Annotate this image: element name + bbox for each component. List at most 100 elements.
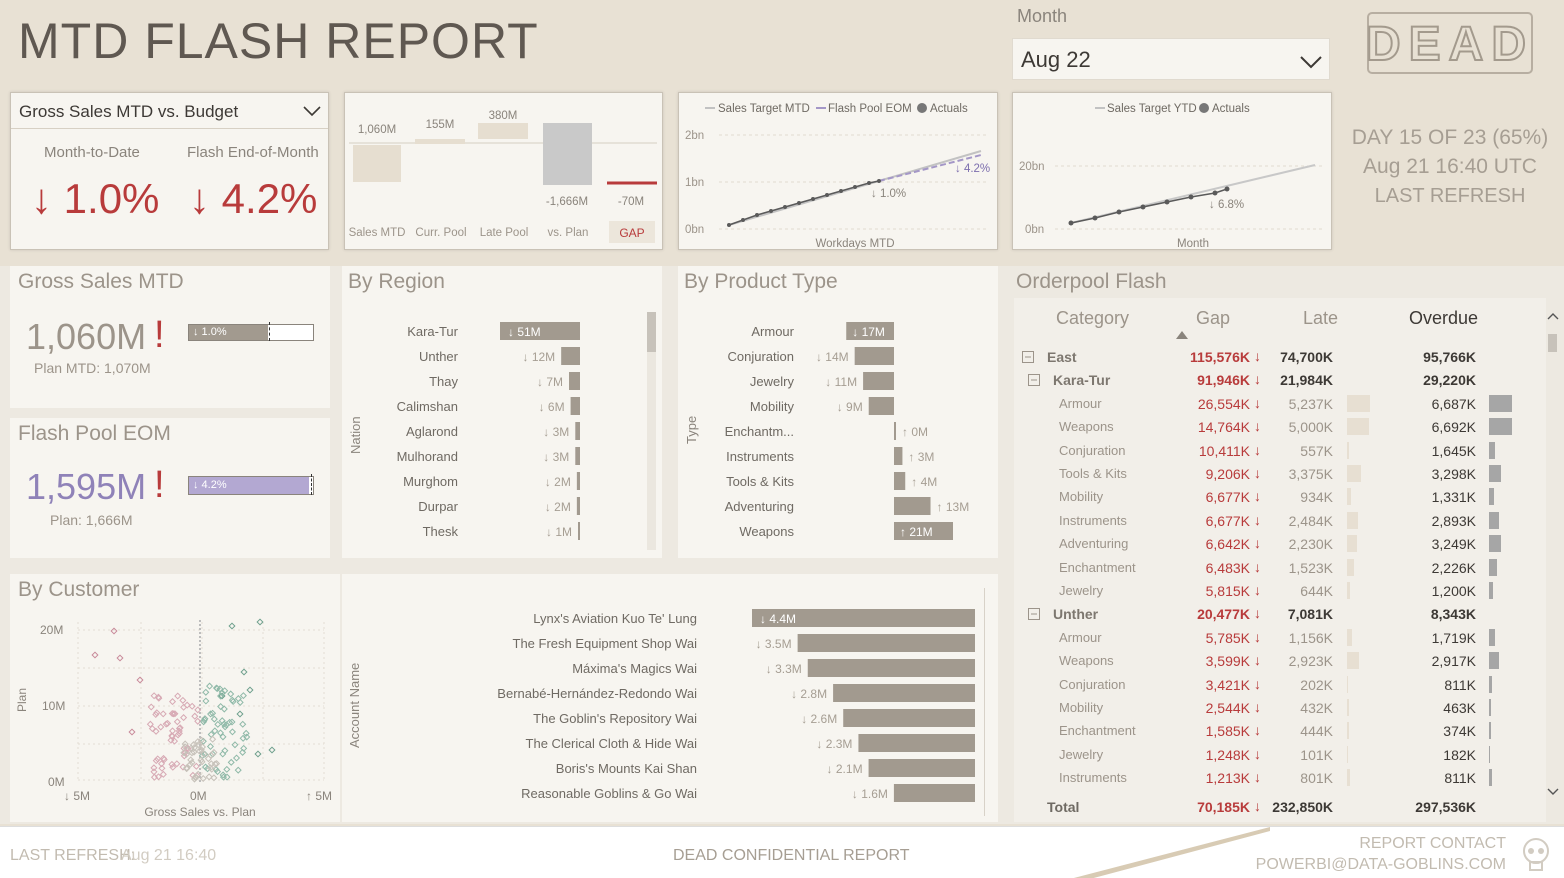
scatter-ylabel: Plan [15, 688, 29, 712]
by-region-title: By Region [348, 270, 445, 293]
down-arrow-icon: ↓ [1254, 394, 1261, 411]
region-bar [575, 422, 580, 440]
ytick-2bn: 2bn [685, 130, 704, 142]
ytick-1bn: 1bn [685, 177, 704, 189]
account-name-label: The Clerical Cloth & Hide Wai [526, 736, 698, 751]
col-gap[interactable]: Gap [1196, 308, 1231, 328]
kpi-measure-dropdown[interactable]: Gross Sales MTD vs. Budget [11, 93, 328, 129]
scatter-point [242, 729, 250, 737]
collapse-icon[interactable] [1028, 374, 1040, 387]
sort-asc-icon[interactable] [1176, 331, 1188, 339]
scatter-point [197, 756, 205, 764]
down-arrow-icon: ↓ [1254, 558, 1261, 575]
table-row: Conjuration 10,411K ↓ 557K 1,645K [1014, 439, 1544, 462]
late-bar [1347, 511, 1358, 529]
wf-label-4: -70M [618, 196, 644, 208]
scatter-point [239, 734, 247, 742]
scatter-point [219, 773, 228, 781]
scatter-point [158, 764, 166, 772]
row-category: Conjuration [1059, 676, 1126, 692]
down-arrow-icon: ↓ [1254, 798, 1261, 814]
table-row: Adventuring 6,642K ↓ 2,230K 3,249K [1014, 532, 1544, 555]
row-gap: 5,815K [1205, 583, 1250, 599]
down-arrow-icon: ↓ [1254, 722, 1261, 739]
row-overdue: 6,687K [1431, 395, 1476, 412]
row-category: Enchantment [1059, 559, 1136, 575]
scatter-point [217, 692, 225, 700]
collapse-icon[interactable] [1028, 608, 1040, 621]
overdue-bar [1489, 394, 1513, 412]
row-overdue: 811K [1444, 676, 1476, 693]
scatter-point [116, 654, 124, 662]
overdue-bar [1489, 418, 1513, 436]
table-row: Jewelry 1,248K ↓ 101K 182K [1014, 743, 1544, 766]
table-row[interactable]: Kara-Tur 91,946K ↓ 21,984K 29,220K [1014, 368, 1544, 391]
down-arrow-icon: ↓ [1254, 652, 1261, 669]
row-gap: 9,206K [1205, 466, 1250, 482]
late-bar [1347, 745, 1348, 763]
scatter-point [190, 748, 198, 756]
late-bar [1347, 441, 1350, 459]
overdue-bar [1489, 745, 1490, 763]
table-row[interactable]: East 115,576K ↓ 74,700K 95,766K [1014, 345, 1544, 368]
scatter-point [168, 732, 176, 740]
col-late[interactable]: Late [1303, 308, 1339, 328]
row-category: Kara-Tur [1053, 372, 1111, 389]
gross-sales-plan: Plan MTD: 1,070M [34, 360, 151, 376]
scatter-point [150, 692, 158, 700]
by-product-chart: Type Armour ↓ 17M Conjuration ↓ 14M Jewelry ↓… [684, 322, 970, 540]
scatter-point [206, 682, 214, 690]
product-bar [894, 422, 896, 440]
wf-cat-0: Sales MTD [349, 227, 406, 239]
scatter-point [180, 749, 188, 757]
row-late: 1,156K [1288, 629, 1333, 646]
product-bar [894, 472, 906, 490]
scatter-point [179, 696, 187, 704]
scatter-point [175, 729, 183, 737]
row-late: 5,237K [1288, 395, 1333, 412]
scatter-point [136, 676, 144, 684]
wf-label-3: -1,666M [546, 196, 588, 208]
scatter-point [150, 768, 158, 776]
product-category-label: Instruments [726, 449, 794, 464]
col-category[interactable]: Category [1056, 308, 1130, 328]
total-late: 232,850K [1272, 799, 1333, 815]
region-bar [576, 497, 580, 515]
scatter-point [239, 692, 247, 700]
product-bar-label: ↑ 13M [937, 500, 970, 514]
late-bar [1347, 488, 1351, 506]
scatter-point [221, 687, 229, 695]
scroll-up-icon[interactable] [1547, 312, 1559, 320]
down-arrow-icon: ↓ [1254, 675, 1261, 692]
month-dropdown[interactable]: Aug 22 [1012, 38, 1330, 80]
scrollbar[interactable] [984, 588, 985, 816]
account-name-label: Reasonable Goblins & Go Wai [521, 786, 697, 801]
footer-contact-email[interactable]: POWERBI@DATA-GOBLINS.COM [1255, 856, 1506, 873]
scatter-point [146, 720, 154, 728]
row-late: 2,484K [1288, 512, 1333, 529]
overdue-bar [1489, 441, 1495, 459]
table-row[interactable]: Unther 20,477K ↓ 7,081K 8,343K [1014, 602, 1544, 625]
account-name-label: The Fresh Equipment Shop Wai [513, 636, 698, 651]
table-scrollbar[interactable] [1546, 306, 1560, 800]
product-bar [863, 372, 894, 390]
scroll-thumb[interactable] [1548, 334, 1557, 352]
col-overdue[interactable]: Overdue [1409, 308, 1479, 328]
account-name-label: Máxima's Magics Wai [572, 661, 697, 676]
late-bar [1347, 418, 1369, 436]
region-category-label: Durpar [418, 499, 458, 514]
region-bar-label: ↓ 51M [508, 325, 541, 339]
collapse-icon[interactable] [1022, 351, 1034, 363]
scatter-point [148, 725, 156, 733]
scatter-point [210, 748, 218, 757]
scrollbar[interactable] [647, 312, 656, 550]
row-overdue: 1,645K [1431, 442, 1476, 459]
row-gap: 5,785K [1205, 629, 1250, 646]
table-row: Weapons 14,764K ↓ 5,000K 6,692K [1014, 415, 1544, 438]
scatter-point [199, 774, 207, 783]
scroll-down-icon[interactable] [1547, 788, 1559, 796]
scatter-point [187, 744, 195, 752]
axis-label-type: Type [684, 416, 699, 444]
row-gap: 10,411K [1198, 442, 1250, 459]
row-late: 557K [1300, 442, 1333, 459]
